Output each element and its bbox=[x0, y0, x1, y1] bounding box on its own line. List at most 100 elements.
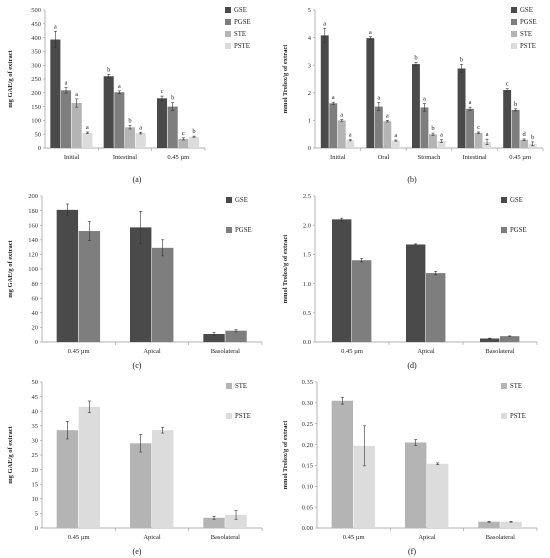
y-tick-label: 150 bbox=[31, 104, 41, 111]
y-tick-label: 0.10 bbox=[302, 483, 313, 490]
y-tick-label: 20 bbox=[32, 467, 39, 474]
y-tick-label: 2 bbox=[308, 90, 311, 97]
significance-letter: c bbox=[477, 124, 480, 131]
panel-label: (a) bbox=[133, 175, 142, 184]
x-tick-label: 0.45 µm bbox=[167, 154, 189, 161]
y-tick-label: 120 bbox=[28, 252, 38, 259]
legend-label: PSTE bbox=[234, 43, 250, 50]
legend-swatch bbox=[226, 413, 232, 419]
bar-pgse bbox=[78, 231, 101, 342]
significance-letter: a bbox=[377, 94, 380, 101]
y-tick-label: 50 bbox=[35, 131, 42, 138]
significance-letter: b bbox=[107, 67, 110, 74]
chart-d: 0.0 0.5 1.0 1.5 2.0 2.5 mmol Trolox/g of extra… bbox=[282, 193, 538, 370]
panel-label: (c) bbox=[133, 361, 142, 370]
significance-letter: a bbox=[332, 94, 335, 101]
y-axis-label: mg GAE/g of extract bbox=[7, 49, 14, 107]
significance-letter: b bbox=[128, 118, 131, 125]
bar-ste bbox=[478, 521, 500, 528]
legend-swatch bbox=[501, 227, 507, 233]
legend-label: PGSE bbox=[510, 227, 527, 234]
legend-swatch bbox=[225, 7, 231, 13]
x-tick-label: Apical bbox=[417, 348, 435, 355]
legend-label: STE bbox=[510, 383, 522, 390]
significance-letter: c bbox=[506, 81, 509, 88]
significance-letter: b bbox=[414, 54, 417, 61]
x-tick-label: Basolateral bbox=[211, 348, 240, 355]
bar-pste bbox=[225, 514, 247, 528]
bar-ste bbox=[56, 430, 79, 528]
significance-letter: a bbox=[386, 112, 389, 119]
significance-letter: b bbox=[531, 134, 534, 141]
bar-pgse bbox=[466, 108, 474, 148]
legend-swatch bbox=[511, 43, 517, 49]
bar-pgse bbox=[167, 106, 178, 148]
chart-a: 0 50 100 150 200 250 300 350 400 450 500 mg GAE/g o… bbox=[7, 7, 251, 184]
panel-f: 0.00 0.05 0.10 0.15 0.20 0.25 0.30 0.35 mmol Tro… bbox=[275, 372, 550, 558]
x-tick-label: Stomach bbox=[418, 154, 441, 161]
significance-letter: c bbox=[182, 130, 185, 137]
significance-letter: c bbox=[161, 88, 164, 95]
y-tick-label: 0 bbox=[308, 145, 311, 152]
panel-a: 0 50 100 150 200 250 300 350 400 450 500 mg GAE/g o… bbox=[0, 0, 275, 186]
bar-gse bbox=[457, 68, 466, 148]
legend-label: PGSE bbox=[234, 19, 251, 26]
x-tick-label: 0.45 µm bbox=[68, 348, 90, 355]
significance-letter: a bbox=[440, 132, 443, 139]
y-tick-label: 0.20 bbox=[302, 442, 313, 449]
significance-letter: b bbox=[431, 125, 434, 132]
y-tick-label: 60 bbox=[32, 295, 39, 302]
legend-swatch bbox=[225, 19, 231, 25]
chart-b: 0 1 2 3 4 5 mmol Trolox/g of extract Initial a a a… bbox=[282, 7, 544, 184]
bar-pgse bbox=[329, 103, 338, 148]
significance-letter: a bbox=[369, 29, 372, 36]
bar-ste bbox=[71, 103, 82, 148]
x-tick-label: Initial bbox=[64, 154, 80, 161]
y-tick-label: 30 bbox=[32, 438, 39, 445]
panel-label: (e) bbox=[133, 547, 142, 556]
significance-letter: a bbox=[118, 83, 121, 90]
significance-letter: d bbox=[523, 131, 527, 138]
bar-pste bbox=[82, 132, 93, 148]
bar-ste bbox=[474, 132, 483, 148]
y-tick-label: 180 bbox=[28, 208, 38, 215]
legend-label: STE bbox=[520, 31, 532, 38]
x-tick-label: Apical bbox=[418, 534, 436, 541]
significance-letter: b bbox=[460, 56, 463, 63]
significance-letter: b bbox=[514, 101, 517, 108]
y-tick-label: 10 bbox=[32, 496, 39, 503]
legend-swatch bbox=[226, 197, 232, 203]
y-tick-label: 0.0 bbox=[303, 339, 311, 346]
y-tick-label: 200 bbox=[31, 90, 41, 97]
significance-letter: a bbox=[469, 99, 472, 106]
y-tick-label: 1 bbox=[308, 118, 311, 125]
y-tick-label: 25 bbox=[32, 452, 39, 459]
legend-swatch bbox=[225, 31, 231, 37]
bar-ste bbox=[337, 120, 346, 148]
y-tick-label: 140 bbox=[28, 237, 38, 244]
bar-gse bbox=[56, 209, 79, 342]
y-tick-label: 300 bbox=[31, 62, 41, 69]
y-tick-label: 1.5 bbox=[303, 252, 311, 259]
bar-ste bbox=[520, 139, 529, 148]
y-tick-label: 0 bbox=[35, 339, 38, 346]
y-tick-label: 20 bbox=[32, 325, 39, 332]
bar-gse bbox=[103, 76, 114, 148]
y-tick-label: 5 bbox=[35, 511, 38, 518]
bar-ste bbox=[429, 134, 437, 148]
significance-letter: a bbox=[323, 20, 326, 27]
panel-label: (f) bbox=[408, 547, 416, 556]
legend-swatch bbox=[511, 19, 517, 25]
y-tick-label: 3 bbox=[308, 62, 311, 69]
y-axis-label: mmol Trolox/g of extract bbox=[282, 420, 289, 490]
bar-gse bbox=[320, 35, 329, 148]
bar-ste bbox=[405, 442, 427, 528]
legend-label: PGSE bbox=[520, 19, 537, 26]
bar-pste bbox=[78, 406, 101, 528]
y-tick-label: 200 bbox=[28, 193, 38, 200]
y-tick-label: 350 bbox=[31, 49, 41, 56]
x-tick-label: Intestinal bbox=[113, 154, 137, 161]
legend-label: PSTE bbox=[510, 413, 526, 420]
bar-pste bbox=[189, 136, 200, 148]
bar-pste bbox=[152, 430, 174, 528]
